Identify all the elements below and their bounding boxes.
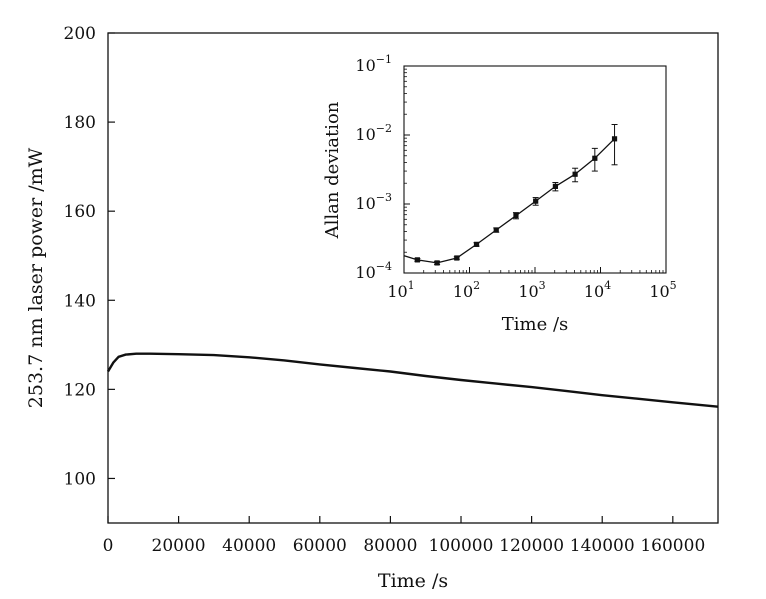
- main-x-tick-label: 160000: [640, 536, 705, 556]
- main-x-tick-label: 100000: [429, 536, 494, 556]
- inset-data-point: [611, 136, 618, 142]
- main-x-tick-label: 120000: [499, 536, 564, 556]
- inset-data-point: [592, 155, 598, 161]
- main-y-tick-label: 180: [64, 113, 96, 133]
- main-x-axis: 0 20000 40000 60000 80000 100000 120000 140000 1…: [103, 516, 705, 556]
- inset-x-axis-title: Time /s: [502, 314, 569, 335]
- inset-data-point: [414, 257, 420, 263]
- inset-y-axis: 10−4 10−3 10−2 10−1: [355, 53, 410, 282]
- inset-x-tick-label: 105: [649, 279, 676, 301]
- main-plot-frame: [107, 32, 719, 524]
- main-x-axis-title: Time /s: [378, 570, 448, 592]
- inset-x-tick-label: 101: [387, 279, 414, 301]
- inset-y-tick-label: 10−3: [355, 191, 392, 213]
- inset-x-tick-label: 104: [584, 279, 611, 301]
- inset-y-axis-title: Allan deviation: [322, 101, 343, 239]
- inset-x-axis: 101 102 103 104 105: [387, 267, 677, 301]
- inset-plot-frame: [403, 65, 667, 274]
- allan-deviation-series-line: [404, 138, 615, 264]
- inset-y-tick-label: 10−4: [355, 260, 392, 282]
- inset-x-tick-label: 103: [518, 279, 545, 301]
- inset-x-tick-label: 102: [453, 279, 480, 301]
- inset-data-point: [533, 198, 539, 204]
- inset-data-point: [552, 183, 558, 189]
- inset-data-point: [434, 260, 440, 266]
- main-chart: 0 20000 40000 60000 80000 100000 120000 140000 1…: [25, 24, 719, 592]
- inset-data-point: [473, 241, 480, 247]
- main-x-tick-label: 40000: [222, 536, 276, 556]
- inset-data-point: [493, 227, 499, 233]
- main-x-tick-label: 0: [103, 536, 114, 556]
- inset-data-point: [513, 212, 519, 219]
- main-y-tick-label: 100: [64, 469, 96, 489]
- allan-deviation-points: [414, 123, 618, 266]
- main-y-axis: 100 120 140 160 180 200: [64, 24, 115, 489]
- inset-y-tick-label: 10−2: [355, 122, 392, 144]
- inset-y-tick-label: 10−1: [355, 53, 392, 75]
- main-y-tick-label: 120: [64, 380, 96, 400]
- inset-chart: 101 102 103 104 105 10−4 10−3 10−2 10−1 Time /s…: [322, 53, 677, 335]
- main-x-tick-label: 80000: [363, 536, 417, 556]
- laser-power-series-line: [106, 352, 719, 408]
- main-y-tick-label: 200: [64, 24, 96, 44]
- inset-data-point: [454, 255, 460, 261]
- main-y-tick-label: 140: [64, 291, 96, 311]
- main-x-tick-label: 140000: [570, 536, 635, 556]
- main-y-axis-title: 253.7 nm laser power /mW: [25, 147, 47, 408]
- main-y-tick-label: 160: [64, 202, 96, 222]
- main-x-tick-label: 20000: [152, 536, 206, 556]
- inset-data-point: [572, 171, 578, 177]
- main-x-tick-label: 60000: [293, 536, 347, 556]
